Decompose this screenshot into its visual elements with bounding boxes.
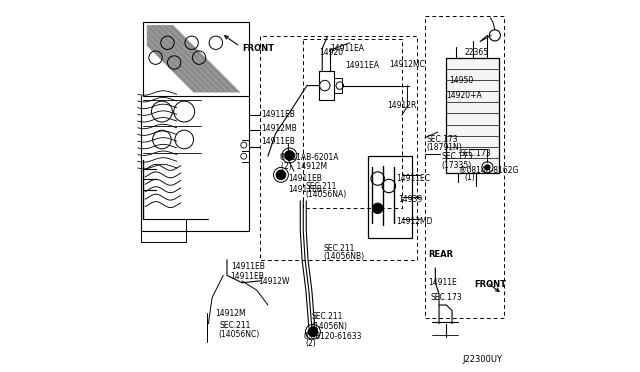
Bar: [143, 22, 250, 96]
Text: (2)  14912M: (2) 14912M: [281, 162, 327, 171]
Text: 14911EB: 14911EB: [261, 110, 295, 119]
Text: (14056NA): (14056NA): [305, 190, 346, 199]
Text: 14911EB: 14911EB: [289, 174, 323, 183]
Text: 14911EB: 14911EB: [231, 262, 264, 271]
Text: SEC.211: SEC.211: [220, 321, 251, 330]
Text: (17335): (17335): [441, 161, 472, 170]
Circle shape: [308, 327, 318, 337]
Text: 14912MC: 14912MC: [389, 60, 425, 69]
Text: FRONT: FRONT: [474, 280, 506, 289]
Bar: [367, 156, 412, 238]
Text: (2): (2): [306, 339, 317, 348]
Text: 14950: 14950: [449, 76, 474, 85]
Text: SEC.173: SEC.173: [431, 293, 463, 302]
Text: J22300UY: J22300UY: [462, 355, 502, 364]
Text: 14912MB: 14912MB: [261, 124, 297, 132]
Text: ®08146-8162G: ®08146-8162G: [460, 166, 519, 174]
Text: 14911EC: 14911EC: [396, 174, 430, 183]
Text: 14912M: 14912M: [215, 309, 246, 318]
Text: SEC.211: SEC.211: [306, 182, 337, 190]
Text: SEC.173: SEC.173: [426, 135, 458, 144]
Text: 14911EA: 14911EA: [330, 44, 364, 53]
Text: 14920+A: 14920+A: [445, 91, 481, 100]
Text: 14912W: 14912W: [259, 277, 290, 286]
Text: ®081AB-6201A: ®081AB-6201A: [279, 153, 339, 162]
Circle shape: [285, 151, 294, 160]
Circle shape: [484, 165, 490, 170]
Circle shape: [372, 203, 383, 214]
Text: 14912R: 14912R: [387, 101, 417, 110]
Circle shape: [276, 170, 286, 180]
Text: (14056NC): (14056NC): [219, 330, 260, 339]
Text: (1): (1): [465, 173, 475, 182]
Text: REAR: REAR: [429, 250, 454, 259]
Text: (14056NB): (14056NB): [323, 252, 364, 261]
Text: 14920: 14920: [319, 48, 344, 57]
Text: 14911EB: 14911EB: [230, 272, 264, 281]
Text: (18791N): (18791N): [426, 143, 462, 152]
Text: 22365: 22365: [465, 48, 488, 57]
Text: 14911E: 14911E: [428, 278, 456, 287]
Text: 14911EB: 14911EB: [289, 185, 323, 194]
Text: FRONT: FRONT: [242, 44, 274, 53]
Text: ®08120-61633: ®08120-61633: [303, 332, 362, 341]
Text: SEC.211: SEC.211: [324, 244, 355, 253]
Text: 14911EB: 14911EB: [261, 137, 295, 146]
Text: 14939: 14939: [398, 195, 422, 204]
Text: 14912MD: 14912MD: [396, 217, 433, 225]
Text: (14056N): (14056N): [312, 322, 348, 331]
Bar: [447, 58, 499, 173]
Text: SEC.173: SEC.173: [441, 152, 473, 161]
Text: SEC.173: SEC.173: [460, 149, 491, 158]
Text: SEC.211: SEC.211: [312, 312, 343, 321]
Text: 14911EA: 14911EA: [346, 61, 380, 70]
